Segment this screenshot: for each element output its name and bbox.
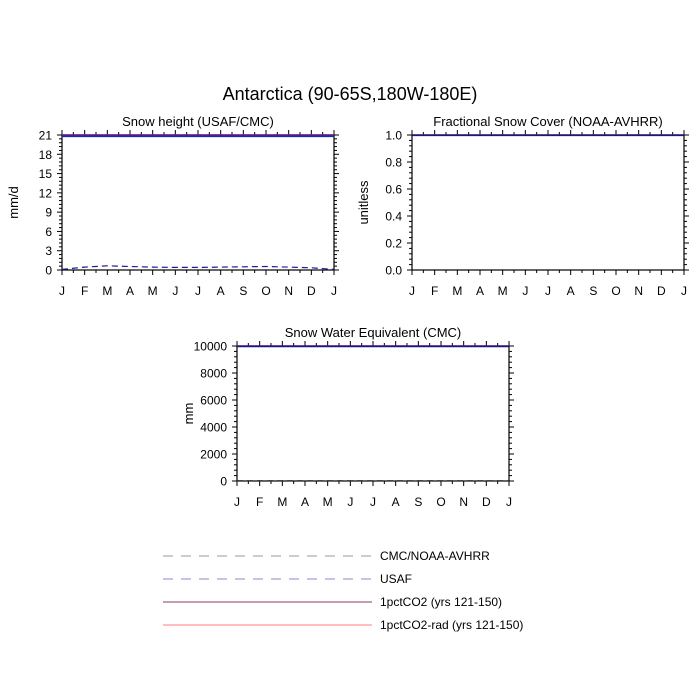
x-tick-label: F [81,284,88,298]
panel-title: Fractional Snow Cover (NOAA-AVHRR) [433,114,662,129]
x-tick-label: A [567,284,575,298]
legend-item-1pctco2: 1pctCO2 (yrs 121-150) [163,595,502,609]
x-tick-label: J [370,495,376,509]
x-tick-label: N [284,284,293,298]
x-tick-label: N [634,284,643,298]
y-tick-label: 0 [220,475,227,489]
x-tick-label: D [482,495,491,509]
y-tick-label: 1.0 [385,129,402,143]
x-tick-label: A [217,284,225,298]
y-tick-label: 6000 [200,394,227,408]
y-axis-label: mm/d [6,186,21,219]
plot-frame [411,134,685,271]
x-tick-label: J [506,495,512,509]
x-tick-label: A [301,495,309,509]
figure-title: Antarctica (90-65S,180W-180E) [223,84,478,104]
y-tick-label: 0.0 [385,264,402,278]
x-tick-label: A [126,284,134,298]
x-tick-label: M [323,495,333,509]
y-tick-label: 15 [39,167,53,181]
y-tick-label: 0.6 [385,183,402,197]
y-axis-label: mm [181,403,196,425]
y-tick-label: 6 [45,225,52,239]
x-tick-label: M [277,495,287,509]
legend-item-1pctco2-rad: 1pctCO2-rad (yrs 121-150) [163,618,523,632]
x-tick-label: D [307,284,316,298]
x-tick-label: J [195,284,201,298]
y-tick-label: 0.4 [385,210,402,224]
x-tick-label: M [452,284,462,298]
y-tick-label: 8000 [200,367,227,381]
x-tick-label: M [148,284,158,298]
y-tick-label: 0.2 [385,237,402,251]
x-tick-label: O [611,284,620,298]
x-tick-label: J [681,284,687,298]
y-tick-label: 10000 [194,340,228,354]
x-tick-label: F [431,284,438,298]
x-tick-label: J [331,284,337,298]
x-tick-label: J [172,284,178,298]
legend-label: 1pctCO2 (yrs 121-150) [380,595,502,609]
x-tick-label: A [392,495,400,509]
plot-frame [61,134,335,271]
x-tick-label: S [239,284,247,298]
panel-title: Snow height (USAF/CMC) [122,114,274,129]
x-tick-label: M [102,284,112,298]
x-tick-label: F [256,495,263,509]
x-tick-label: D [657,284,666,298]
x-tick-label: J [545,284,551,298]
panel-title: Snow Water Equivalent (CMC) [285,325,462,340]
legend: CMC/NOAA-AVHRR USAF 1pctCO2 (yrs 121-150… [163,549,523,632]
y-tick-label: 12 [39,186,53,200]
x-tick-label: N [459,495,468,509]
series-line-usaf [61,265,335,270]
x-tick-label: M [498,284,508,298]
x-tick-label: A [476,284,484,298]
y-tick-label: 3 [45,244,52,258]
y-tick-label: 2000 [200,448,227,462]
x-tick-label: S [414,495,422,509]
x-tick-label: O [436,495,445,509]
x-tick-label: J [234,495,240,509]
plot-frame [236,345,510,482]
y-tick-label: 0 [45,264,52,278]
y-axis-label: unitless [356,180,371,225]
x-tick-label: O [261,284,270,298]
legend-label: CMC/NOAA-AVHRR [380,549,490,563]
y-tick-label: 0.8 [385,156,402,170]
legend-label: 1pctCO2-rad (yrs 121-150) [380,618,523,632]
y-tick-label: 9 [45,206,52,220]
x-tick-label: S [589,284,597,298]
legend-label: USAF [380,572,412,586]
y-tick-label: 4000 [200,421,227,435]
x-tick-label: J [347,495,353,509]
legend-item-usaf: USAF [163,572,412,586]
chart-panel-fractional-snow-cover: Fractional Snow Cover (NOAA-AVHRR) unitl… [356,114,689,298]
x-tick-label: J [409,284,415,298]
x-tick-label: J [522,284,528,298]
y-tick-label: 18 [39,148,53,162]
legend-item-cmc-noaa-avhrr: CMC/NOAA-AVHRR [163,549,490,563]
y-tick-label: 21 [39,129,53,143]
x-tick-label: J [59,284,65,298]
